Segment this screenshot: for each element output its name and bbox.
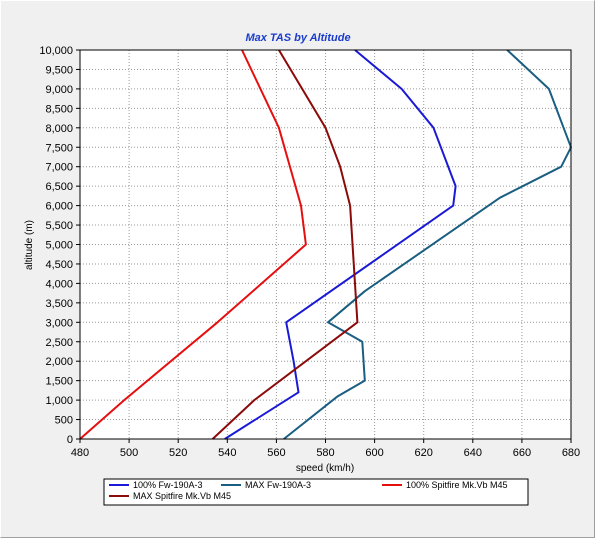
- x-tick-label: 580: [316, 447, 334, 459]
- legend-box: [103, 478, 529, 506]
- y-tick-label: 4,500: [45, 259, 73, 271]
- series-line: [211, 49, 359, 440]
- y-tick-label: 3,000: [45, 317, 73, 329]
- y-tick-label: 1,500: [45, 376, 73, 388]
- y-tick-label: 500: [55, 415, 73, 427]
- y-tick-label: 6,500: [45, 181, 73, 193]
- y-tick-label: 2,500: [45, 337, 73, 349]
- x-tick-label: 640: [464, 447, 482, 459]
- legend: 100% Fw-190A-3 MAX Fw-190A-3 100% Spitfire…: [103, 478, 529, 506]
- x-axis-title: speed (km/h): [296, 463, 354, 474]
- series-line: [224, 49, 457, 440]
- y-tick-label: 5,500: [45, 220, 73, 232]
- x-tick-label: 660: [513, 447, 531, 459]
- x-tick-label: 680: [562, 447, 580, 459]
- series-line: [283, 49, 572, 440]
- y-axis-title: altitude (m): [24, 220, 35, 270]
- y-tick-label: 6,000: [45, 201, 73, 213]
- y-tick-label: 8,000: [45, 123, 73, 135]
- x-tick-label: 560: [267, 447, 285, 459]
- x-tick-label: 500: [120, 447, 138, 459]
- x-tick-label: 620: [415, 447, 433, 459]
- x-tick-label: 520: [169, 447, 187, 459]
- x-tick-label: 600: [365, 447, 383, 459]
- y-tick-label: 9,000: [45, 84, 73, 96]
- legend-label: MAX Spitfire Mk.Vb M45: [133, 491, 231, 501]
- chart-title: Max TAS by Altitude: [245, 32, 350, 44]
- y-tick-label: 1,000: [45, 395, 73, 407]
- x-tick-label: 480: [71, 447, 89, 459]
- y-tick-label: 10,000: [39, 45, 73, 57]
- y-tick-label: 4,000: [45, 278, 73, 290]
- legend-label: MAX Fw-190A-3: [245, 480, 311, 490]
- y-tick-label: 3,500: [45, 298, 73, 310]
- y-tick-label: 7,000: [45, 162, 73, 174]
- y-tick-label: 8,500: [45, 103, 73, 115]
- y-tick-label: 7,500: [45, 142, 73, 154]
- y-tick-label: 0: [67, 434, 73, 446]
- series-line: [79, 49, 307, 440]
- x-tick-label: 540: [218, 447, 236, 459]
- y-tick-label: 2,000: [45, 356, 73, 368]
- y-tick-label: 5,000: [45, 240, 73, 252]
- plot-border: [79, 49, 572, 440]
- legend-label: 100% Spitfire Mk.Vb M45: [406, 480, 508, 490]
- y-tick-label: 9,500: [45, 64, 73, 76]
- legend-label: 100% Fw-190A-3: [133, 480, 203, 490]
